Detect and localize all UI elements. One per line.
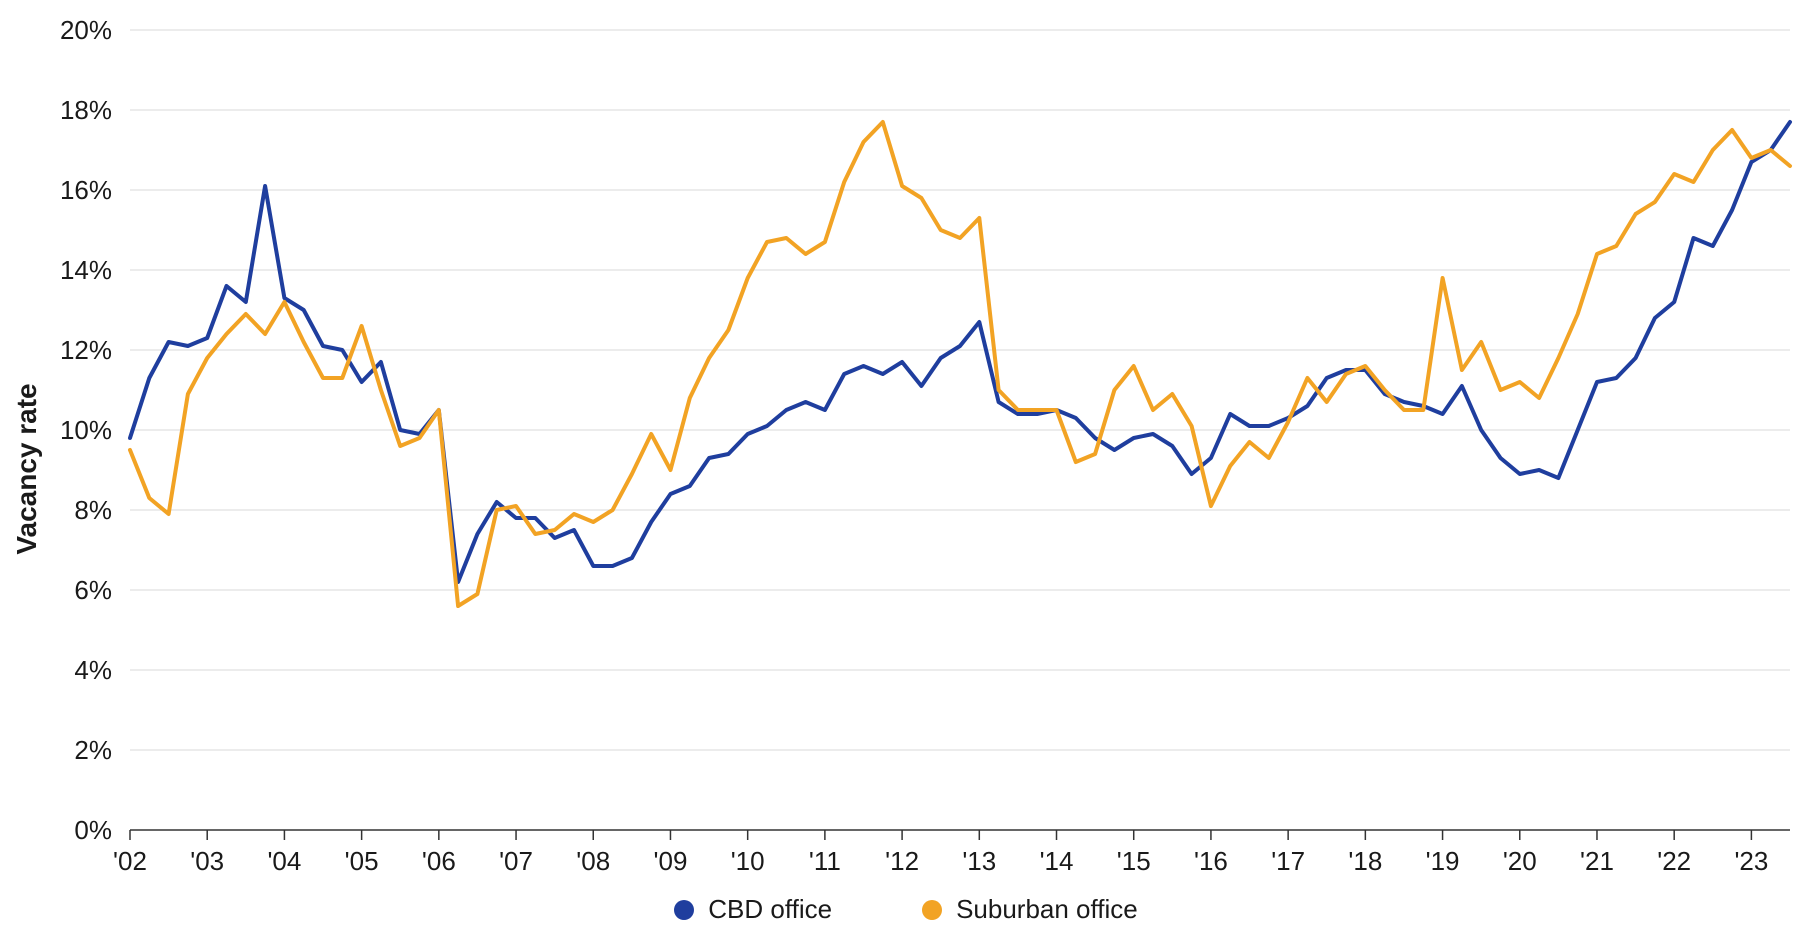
svg-text:'20: '20 [1503,846,1537,876]
svg-text:16%: 16% [60,175,112,205]
legend-item-cbd: CBD office [674,894,832,925]
svg-text:'22: '22 [1657,846,1691,876]
svg-text:'09: '09 [654,846,688,876]
svg-text:'10: '10 [731,846,765,876]
svg-text:4%: 4% [74,655,112,685]
legend: CBD office Suburban office [0,894,1812,925]
svg-text:'03: '03 [190,846,224,876]
vacancy-rate-chart: Vacancy rate 0% 2% 4% 6% 8% 10% 12% 14% 16% 18% 20… [0,0,1812,937]
svg-text:8%: 8% [74,495,112,525]
svg-text:'21: '21 [1580,846,1614,876]
svg-text:'07: '07 [499,846,533,876]
svg-text:0%: 0% [74,815,112,845]
legend-label-cbd: CBD office [708,894,832,925]
svg-text:'04: '04 [267,846,301,876]
svg-text:14%: 14% [60,255,112,285]
svg-text:'13: '13 [962,846,996,876]
svg-text:'02: '02 [113,846,147,876]
svg-text:'19: '19 [1426,846,1460,876]
svg-text:'06: '06 [422,846,456,876]
svg-text:'15: '15 [1117,846,1151,876]
chart-svg: 0% 2% 4% 6% 8% 10% 12% 14% 16% 18% 20% '02 '03 '04 '05… [0,0,1812,937]
y-axis-label: Vacancy rate [11,383,43,554]
svg-text:'23: '23 [1734,846,1768,876]
svg-text:'18: '18 [1348,846,1382,876]
svg-text:2%: 2% [74,735,112,765]
svg-text:20%: 20% [60,15,112,45]
svg-text:'14: '14 [1040,846,1074,876]
svg-text:6%: 6% [74,575,112,605]
legend-item-suburban: Suburban office [922,894,1138,925]
svg-text:'11: '11 [809,846,841,876]
svg-text:10%: 10% [60,415,112,445]
svg-text:'16: '16 [1194,846,1228,876]
svg-text:18%: 18% [60,95,112,125]
svg-text:'05: '05 [345,846,379,876]
legend-dot-suburban [922,900,942,920]
svg-text:12%: 12% [60,335,112,365]
svg-text:'08: '08 [576,846,610,876]
svg-text:'12: '12 [885,846,919,876]
legend-label-suburban: Suburban office [956,894,1138,925]
svg-text:'17: '17 [1271,846,1305,876]
legend-dot-cbd [674,900,694,920]
